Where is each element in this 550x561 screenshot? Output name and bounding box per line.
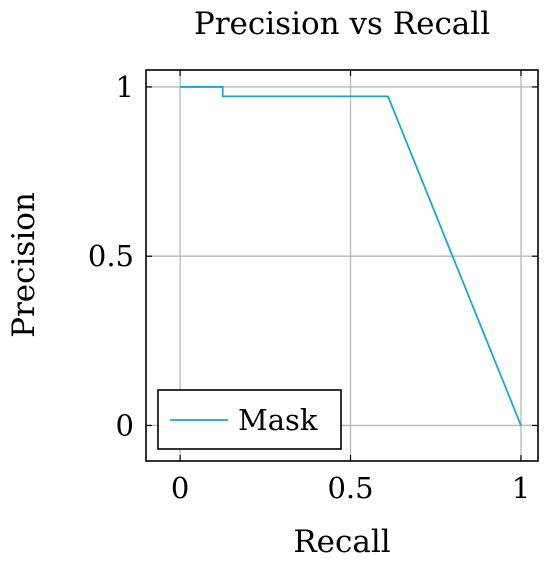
y-tick-label-0: 0: [116, 408, 134, 442]
plot-frame: [145, 69, 539, 462]
y-tick-label-2: 1: [116, 70, 134, 104]
y-tick-label-1: 0.5: [88, 239, 134, 273]
x-tick-label-0: 0: [171, 471, 189, 505]
series-layer: [180, 86, 522, 426]
series-line-mask: [180, 86, 522, 426]
legend-label: Mask: [238, 403, 318, 437]
chart-title: Precision vs Recall: [194, 6, 490, 42]
legend: Mask: [157, 389, 342, 450]
x-tick-label-2: 1: [512, 471, 530, 505]
x-tick-label-1: 0.5: [327, 471, 373, 505]
x-axis-title: Recall: [293, 524, 390, 560]
y-axis-title: Precision: [6, 192, 42, 338]
tick-layer: 0 0.5 1 0 0.5 1: [88, 70, 538, 505]
